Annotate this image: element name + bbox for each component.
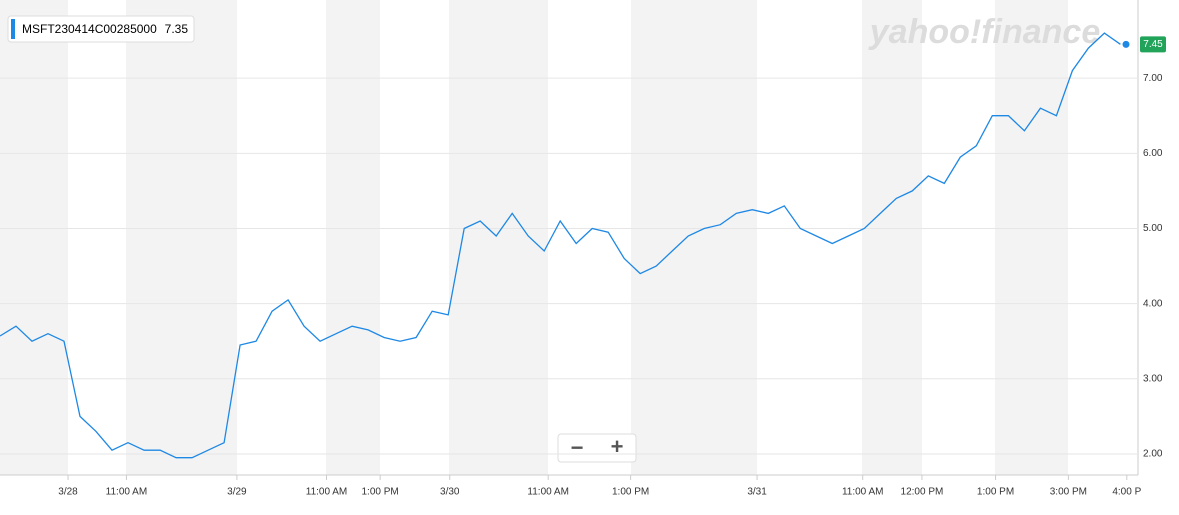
watermark: yahoo!finance (868, 13, 1100, 51)
legend-label: MSFT230414C00285000 (22, 22, 157, 36)
session-band (126, 0, 237, 475)
x-tick-label: 1:00 PM (612, 487, 649, 498)
x-tick-label: 3/28 (58, 487, 78, 498)
session-band (0, 0, 68, 475)
price-line (0, 32, 1121, 459)
last-value-label: 7.45 (1143, 39, 1163, 50)
session-band (326, 0, 380, 475)
x-tick-label: 3/30 (440, 487, 460, 498)
y-tick-label: 3.00 (1143, 373, 1163, 384)
last-value-box (1140, 36, 1166, 53)
legend-box (7, 15, 195, 43)
legend-swatch (11, 19, 15, 39)
session-band (631, 0, 757, 475)
y-tick-label: 6.00 (1143, 148, 1163, 159)
x-tick-label: 11:00 AM (527, 487, 569, 498)
session-band (995, 0, 1068, 475)
x-tick-label: 4:00 P (1112, 487, 1141, 498)
x-tick-label: 3/31 (747, 487, 767, 498)
x-tick-label: 3/29 (227, 487, 247, 498)
x-tick-label: 1:00 PM (977, 487, 1014, 498)
zoom-out[interactable]: − (571, 435, 584, 460)
y-tick-label: 7.00 (1143, 73, 1163, 84)
x-tick-label: 11:00 AM (106, 487, 148, 498)
session-band (862, 0, 922, 475)
x-tick-label: 12:00 PM (901, 487, 944, 498)
x-tick-label: 11:00 AM (842, 487, 884, 498)
y-tick-label: 5.00 (1143, 223, 1163, 234)
y-tick-label: 2.00 (1143, 449, 1163, 460)
last-point (1122, 40, 1130, 48)
zoom-in[interactable]: + (611, 434, 624, 459)
session-band (449, 0, 548, 475)
zoom-control (557, 433, 637, 463)
x-tick-label: 3:00 PM (1050, 487, 1087, 498)
legend-value: 7.35 (165, 22, 189, 36)
x-tick-label: 1:00 PM (362, 487, 399, 498)
x-tick-label: 11:00 AM (306, 487, 348, 498)
y-tick-label: 4.00 (1143, 298, 1163, 309)
